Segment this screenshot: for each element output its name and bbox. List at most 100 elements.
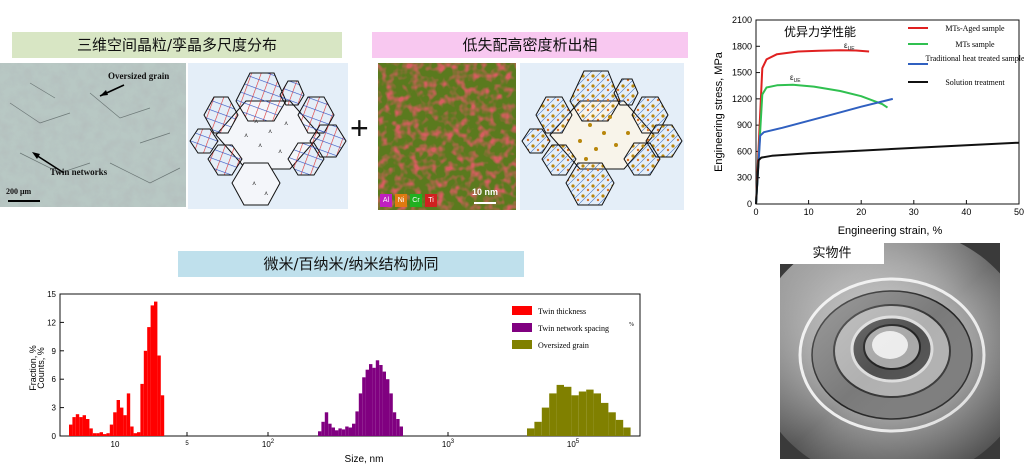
- hist-ytick-label: 3: [52, 404, 57, 413]
- hist-bar: [75, 414, 80, 436]
- grain-schematic: ⋏ ⋏ ⋏ ⋏ ⋏ ⋏ ⋏ ⋏: [188, 63, 348, 209]
- hist-bar: [103, 434, 107, 436]
- hist-bar: [99, 432, 103, 436]
- stress-ytick-label: 0: [747, 199, 752, 209]
- hist-bar: [109, 424, 114, 436]
- svg-text:⋏: ⋏: [244, 133, 249, 139]
- legend-stray-mark: %: [629, 322, 634, 328]
- hist-bar: [82, 415, 86, 436]
- stress-ytick-label: 600: [737, 146, 752, 156]
- banner-grain: 三维空间晶粒/孪晶多尺度分布: [12, 32, 342, 58]
- hist-bar: [379, 365, 383, 436]
- hist-xlabel: Size, nm: [345, 454, 384, 465]
- stress-xtick-label: 10: [804, 207, 814, 217]
- hist-bar: [318, 431, 322, 436]
- hist-bar: [345, 426, 349, 436]
- tem-scale: 10 nm: [472, 187, 499, 197]
- micrograph-image: Oversized grain Twin networks 200 μm: [0, 63, 186, 207]
- hist-bar: [372, 367, 376, 436]
- hist-bar: [541, 407, 550, 436]
- hist-bar: [133, 433, 137, 436]
- hist-bar: [120, 407, 124, 436]
- hist-bar: [89, 428, 93, 436]
- hist-bar: [116, 400, 120, 436]
- stress-series-line: [755, 141, 1020, 205]
- hist-bar: [140, 383, 144, 436]
- hist-bar: [399, 426, 403, 436]
- element-legend: Al Ni Cr Ti: [380, 194, 437, 208]
- hist-bar: [324, 412, 329, 436]
- hist-bar: [69, 424, 73, 436]
- plus-sign: +: [350, 110, 369, 146]
- hist-bar: [593, 393, 601, 436]
- hist-bar: [571, 395, 579, 436]
- precip-schematic: [520, 63, 684, 210]
- hist-bar: [375, 360, 380, 436]
- hist-ylabel: Fraction, %: [28, 345, 38, 391]
- stress-strain-chart: 0 300 600 900 1200 1500 1800 2100 0 10 20 30 40 50 MT…: [704, 0, 1024, 240]
- svg-text:⋏: ⋏: [278, 149, 283, 155]
- hist-ylabel-overlap: Counts, %: [36, 347, 46, 389]
- hist-xtick-label: 10: [111, 440, 120, 449]
- physical-part-photo: 实物件: [780, 243, 1000, 459]
- label-oversized-grain: Oversized grain: [108, 71, 170, 81]
- hist-bar: [126, 393, 131, 436]
- hist-bar: [369, 364, 373, 436]
- legend-label-oversized: Oversized grain: [538, 341, 589, 350]
- hist-bar: [392, 412, 397, 436]
- hist-bar: [601, 402, 609, 436]
- stress-xtick-label: 20: [856, 207, 866, 217]
- hist-bar: [365, 369, 369, 436]
- hist-bar: [130, 426, 134, 436]
- hist-ytick-label: 9: [52, 347, 57, 356]
- hist-bar: [123, 415, 127, 436]
- hist-bar: [623, 427, 631, 436]
- svg-text:⋏: ⋏: [264, 191, 269, 197]
- hist-bar: [389, 393, 393, 436]
- hist-bar: [608, 412, 616, 436]
- stress-ytick-label: 300: [737, 173, 752, 183]
- hist-bar: [396, 419, 400, 436]
- stress-xtick-label: 40: [961, 207, 971, 217]
- hist-bar: [86, 419, 90, 436]
- hist-bar: [338, 428, 342, 436]
- hist-bar: [143, 350, 148, 436]
- eps-marker-aged: εUE: [844, 41, 855, 52]
- hist-bar: [154, 301, 158, 436]
- hist-bar: [534, 421, 542, 436]
- stress-series-line: [755, 83, 889, 205]
- legend-label-twin-thickness: Twin thickness: [538, 307, 586, 316]
- hist-bar: [79, 417, 83, 436]
- hist-bar: [382, 371, 386, 436]
- legend-swatch-twin-spacing: [512, 323, 532, 332]
- legend-label-mts: MTs sample: [955, 40, 995, 49]
- hist-xtick-label: 103: [442, 439, 455, 449]
- legend-label-solution: Solution treatment: [945, 78, 1005, 87]
- hist-xtick-label: 102: [262, 439, 275, 449]
- stress-legend: MTs-Aged sample MTs sample Traditional h…: [908, 24, 1024, 87]
- svg-text:⋏: ⋏: [258, 143, 263, 149]
- stress-ytick-label: 1200: [732, 94, 752, 104]
- stress-ytick-label: 900: [737, 120, 752, 130]
- hist-bar: [106, 433, 110, 436]
- hist-bar: [72, 417, 76, 436]
- hist-bar: [113, 412, 117, 436]
- stress-ytick-label: 1800: [732, 41, 752, 51]
- legend-label-twin-spacing: Twin network spacing: [538, 324, 609, 333]
- hist-bar: [321, 421, 325, 436]
- svg-text:⋏: ⋏: [268, 129, 273, 135]
- hist-bar: [549, 393, 557, 436]
- hist-bar: [556, 384, 564, 436]
- hist-ytick-label: 15: [47, 290, 56, 299]
- legend-label-mts-aged: MTs-Aged sample: [945, 24, 1005, 33]
- stress-plot-frame: [755, 19, 1020, 205]
- hist-bar: [578, 391, 587, 436]
- hist-bar: [331, 427, 335, 436]
- hist-bar: [362, 377, 366, 436]
- stress-xtick-label: 30: [909, 207, 919, 217]
- hist-ytick-label: 6: [52, 375, 57, 384]
- hist-bar: [348, 427, 352, 436]
- banner-precip: 低失配高密度析出相: [372, 32, 688, 58]
- legend-label-traditional: Traditional heat treated sample: [925, 54, 1024, 63]
- banner-structure: 微米/百纳米/纳米结构协同: [178, 251, 524, 277]
